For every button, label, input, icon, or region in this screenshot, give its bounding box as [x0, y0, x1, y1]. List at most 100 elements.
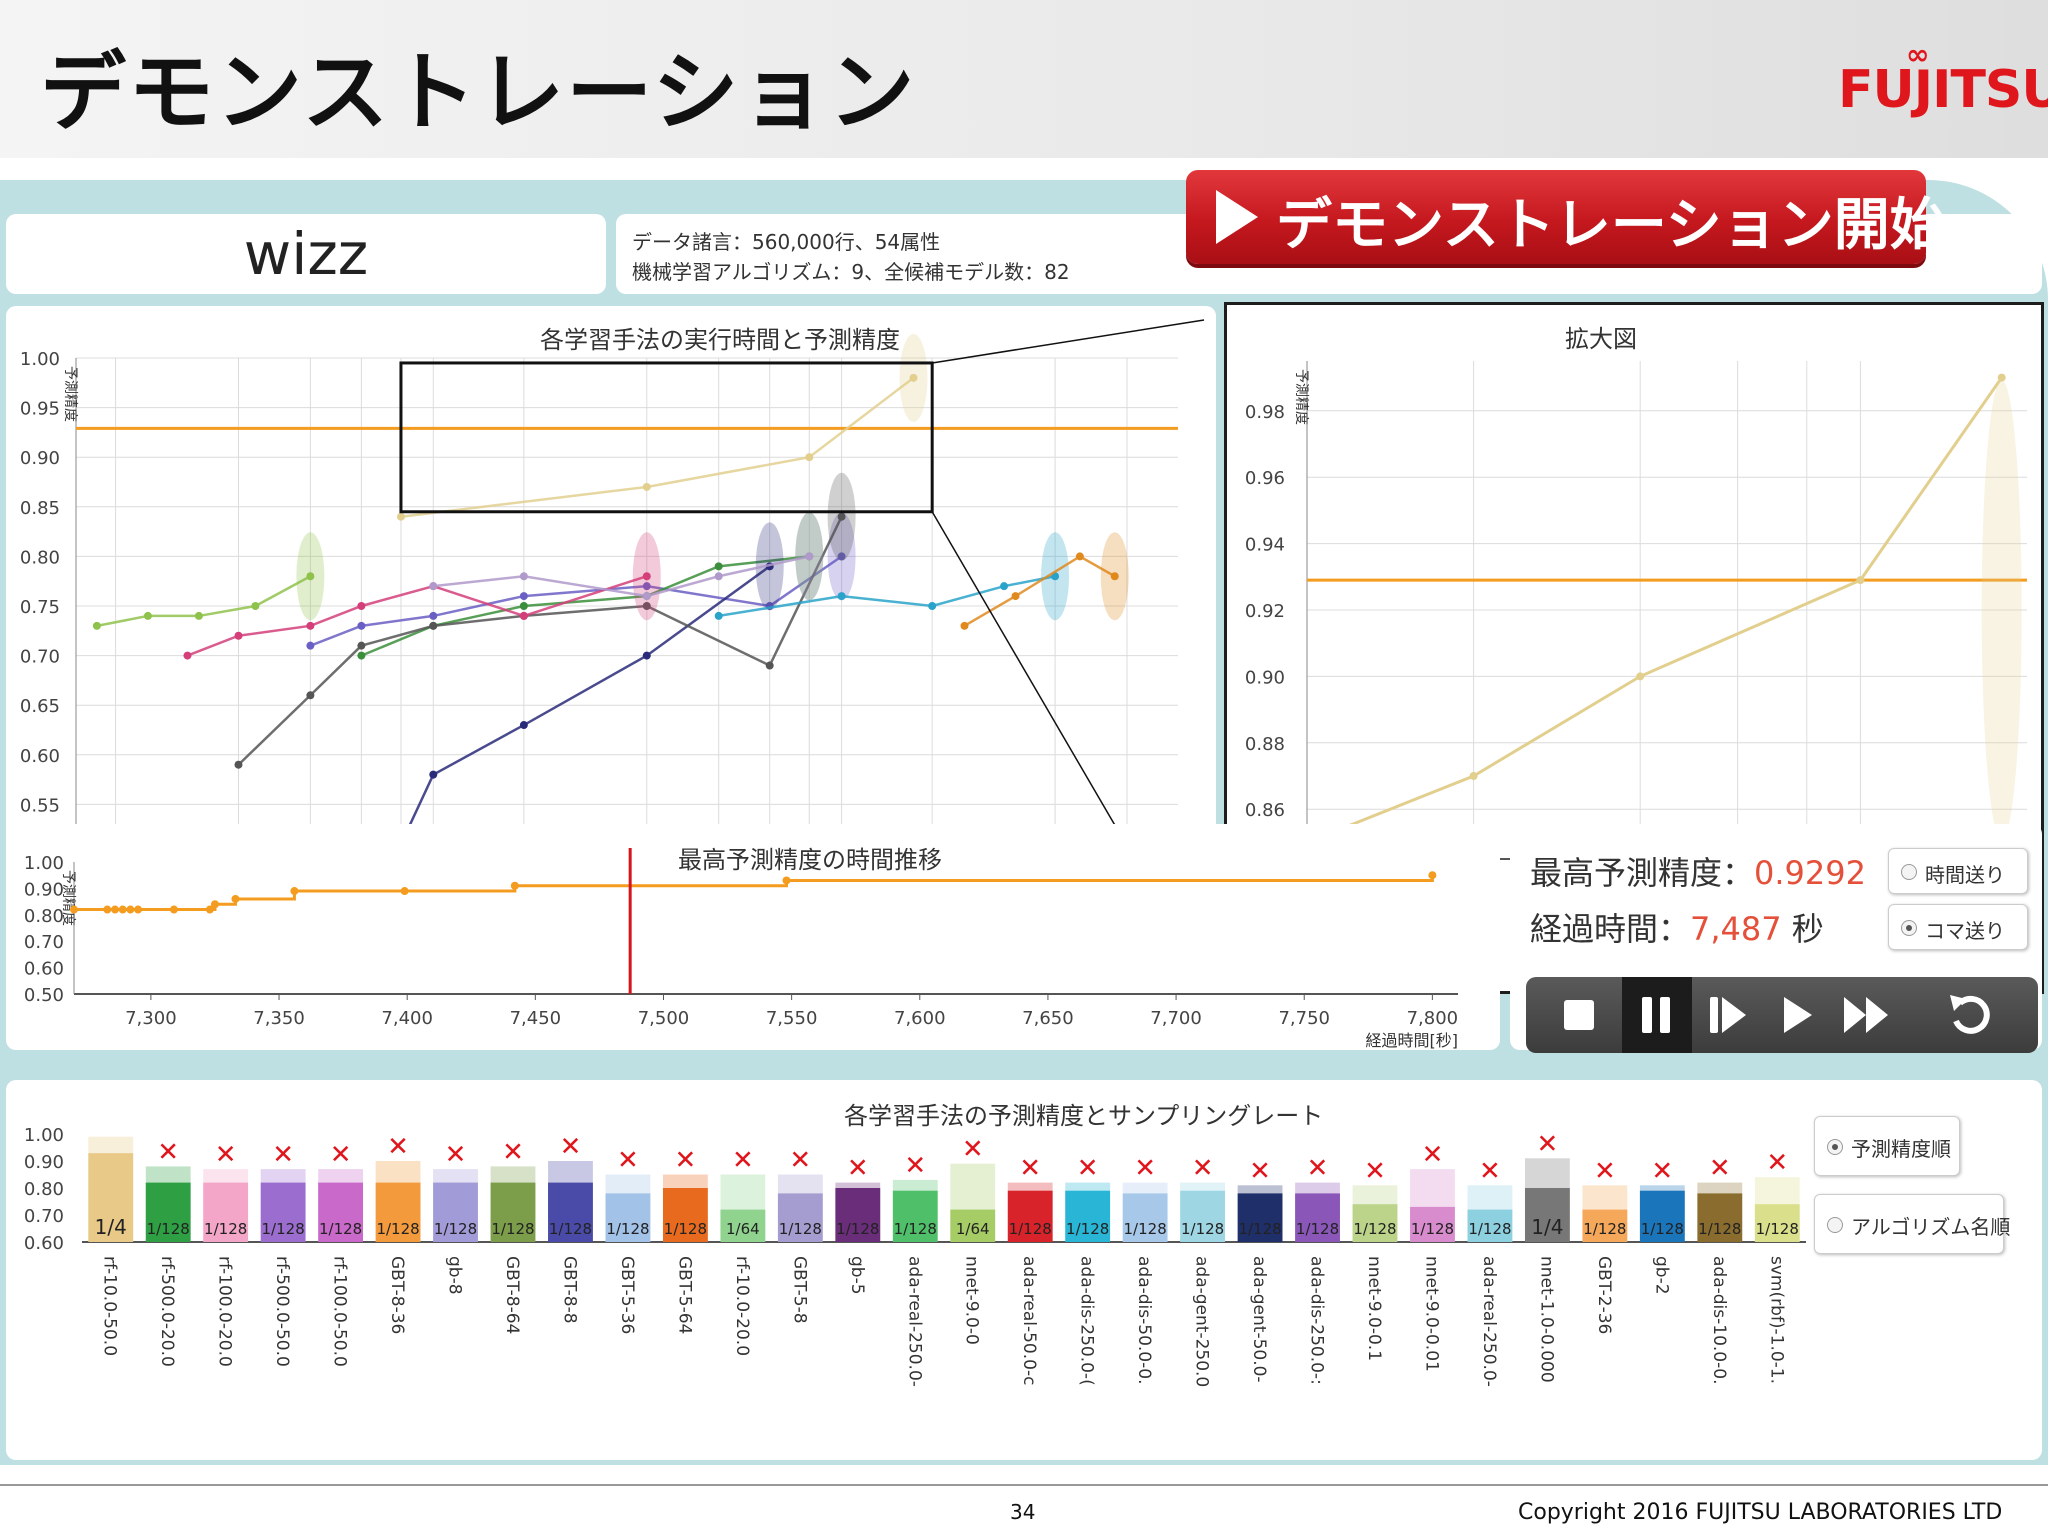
start-demo-button[interactable]: デモンストレーション開始 [1186, 170, 1946, 264]
sort-by-accuracy-radio[interactable]: 予測精度順 [1814, 1116, 1960, 1176]
mode-frame-radio[interactable]: コマ送り [1888, 904, 2028, 950]
y-tick-label: 0.70 [20, 647, 60, 668]
close-x-icon: ✕ [1537, 1129, 1559, 1159]
close-x-icon: ✕ [962, 1135, 984, 1165]
y-tick-label: 0.90 [24, 879, 64, 900]
y-axis-label: 予測精度 [62, 366, 78, 422]
sampling-rate-label: 1/128 [894, 1220, 937, 1238]
model-point [837, 512, 846, 521]
accuracy-bar [1237, 1193, 1283, 1242]
model-point [519, 602, 528, 610]
algorithm-name-label: ada-gent-250.0 [1192, 1256, 1212, 1387]
algorithm-name-label: ada-real-250.0- [904, 1256, 924, 1387]
model-point [357, 641, 366, 650]
play-button[interactable] [1762, 977, 1832, 1053]
replay-icon [1950, 995, 1990, 1034]
pause-button[interactable] [1622, 977, 1692, 1053]
page-number: 34 [1010, 1500, 1036, 1524]
history-point [118, 905, 127, 914]
sampling-rate-label: 1/128 [204, 1220, 247, 1238]
sampling-rate-label: 1/64 [726, 1220, 760, 1238]
model-point [234, 760, 243, 769]
model-point [429, 770, 438, 779]
close-x-icon: ✕ [1479, 1156, 1501, 1186]
sort-by-accuracy-label: 予測精度順 [1851, 1137, 1951, 1161]
accuracy-bar [1582, 1209, 1628, 1242]
sampling-rate-label: 1/128 [491, 1220, 534, 1238]
algorithm-name-label: nnet-9.0-0.1 [1364, 1256, 1384, 1361]
accuracy-bar [1467, 1209, 1513, 1242]
accuracy-bar [88, 1153, 134, 1242]
history-point [510, 881, 519, 890]
model-point [642, 572, 651, 581]
algorithm-name-label: rf-100.0-50.0 [330, 1256, 350, 1367]
algorithm-name-label: rf-100.0-20.0 [215, 1256, 235, 1367]
sort-by-name-radio[interactable]: アルゴリズム名順 [1814, 1194, 2010, 1254]
close-x-icon: ✕ [560, 1132, 582, 1162]
best-accuracy-label: 最高予測精度： [1530, 854, 1755, 892]
elapsed-value: 7,487 [1690, 910, 1782, 948]
radio-dot [1827, 1217, 1843, 1233]
y-tick-label: 0.60 [24, 959, 64, 980]
algorithm-name-label: ada-dis-10.0-0. [1709, 1256, 1729, 1384]
y-tick-label: 0.86 [1245, 800, 1285, 821]
model-point [642, 602, 651, 610]
model-point [714, 611, 723, 620]
accuracy-bar [145, 1182, 191, 1242]
ranking-chart-panel: 各学習手法の予測精度とサンプリングレート 0.60 0.70 0.80 0.90 1.0… [6, 1080, 2042, 1460]
close-x-icon: ✕ [1594, 1156, 1616, 1186]
sampling-rate-label: 1/128 [1641, 1220, 1684, 1238]
sampling-rate-label: 1/128 [664, 1220, 707, 1238]
model-point [1997, 373, 2006, 382]
model-confidence-ellipse [1100, 532, 1129, 621]
model-confidence-ellipse [296, 532, 325, 621]
mode-time-radio[interactable]: 時間送り [1888, 848, 2028, 894]
model-confidence-ellipse [827, 512, 856, 601]
algorithm-name-label: rf-10.0-20.0 [732, 1256, 752, 1356]
x-tick-label: 7,500 [638, 1008, 690, 1029]
model-point [714, 572, 723, 581]
accuracy-bar [950, 1209, 996, 1242]
algorithm-name-label: gb-8 [445, 1256, 465, 1295]
header-band [0, 0, 2048, 158]
y-tick-label: 0.90 [24, 1152, 64, 1173]
model-point [765, 661, 774, 670]
x-tick-label: 7,550 [766, 1008, 818, 1029]
algorithm-name-label: GBT-8-8 [559, 1256, 579, 1324]
accuracy-bar [1524, 1188, 1570, 1242]
y-tick-label: 0.70 [24, 932, 64, 953]
step-forward-button[interactable] [1692, 977, 1762, 1053]
y-tick-label: 0.70 [24, 1206, 64, 1227]
y-tick-label: 0.92 [1245, 601, 1285, 622]
close-x-icon: ✕ [387, 1132, 409, 1162]
sampling-rate-label: 1/128 [1181, 1220, 1224, 1238]
model-point [1000, 582, 1009, 591]
fast-forward-button[interactable] [1832, 977, 1902, 1053]
close-x-icon: ✕ [1019, 1154, 1041, 1184]
playback-controls [1526, 977, 2038, 1053]
sampling-rate-label: 1/128 [1411, 1220, 1454, 1238]
accuracy-bar [1065, 1190, 1111, 1242]
algorithm-name-label: gb-2 [1651, 1256, 1671, 1295]
accuracy-bar [835, 1188, 881, 1242]
fujitsu-logo: FUJITSU ∞ [1838, 38, 2048, 120]
y-tick-label: 0.80 [20, 547, 60, 568]
algorithm-name-label: ada-gent-50.0- [1249, 1256, 1269, 1383]
model-series-line [237, 516, 843, 766]
model-point [306, 691, 315, 700]
replay-button[interactable] [1934, 977, 2004, 1053]
history-chart-panel: 最高予測精度の時間推移 7,300 7,350 7,400 7,450 7,500 7,5… [6, 824, 1500, 1050]
algorithm-name-label: ada-dis-250.0-( [1077, 1256, 1097, 1386]
y-tick-label: 0.90 [1245, 667, 1285, 688]
model-point [1636, 672, 1645, 681]
close-x-icon: ✕ [1422, 1140, 1444, 1170]
close-x-icon: ✕ [272, 1140, 294, 1170]
history-point [205, 905, 214, 914]
stop-button[interactable] [1544, 977, 1614, 1053]
y-tick-label: 0.60 [20, 746, 60, 767]
model-point [642, 592, 651, 601]
close-x-icon: ✕ [1651, 1156, 1673, 1186]
fast-forward-icon [1844, 997, 1888, 1033]
sampling-rate-label: 1/128 [779, 1220, 822, 1238]
main-chart-title: 各学習手法の実行時間と予測精度 [540, 326, 900, 354]
